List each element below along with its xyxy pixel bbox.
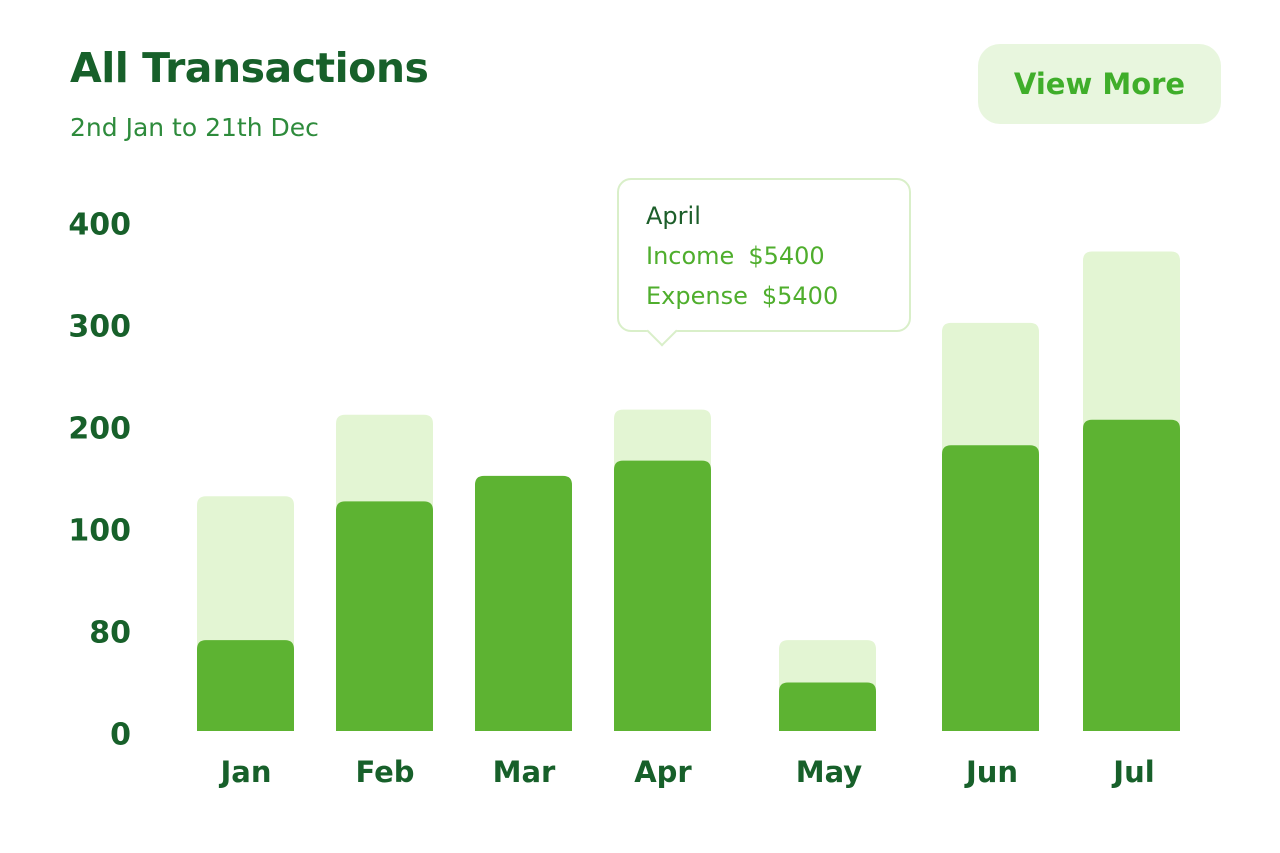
y-tick-label: 200 xyxy=(68,412,131,447)
bar-jun[interactable] xyxy=(942,445,1039,731)
x-tick-label: Mar xyxy=(493,755,556,789)
y-tick-label: 80 xyxy=(89,616,131,651)
x-tick-label: Feb xyxy=(355,755,414,789)
bar-jan[interactable] xyxy=(197,640,294,731)
x-tick-label: Apr xyxy=(634,755,692,789)
bar-jul[interactable] xyxy=(1083,419,1180,731)
bar-apr[interactable] xyxy=(614,460,711,731)
y-tick-label: 100 xyxy=(68,514,131,549)
tooltip-expense-label: Expense xyxy=(646,282,748,310)
bar-may[interactable] xyxy=(779,682,876,732)
x-tick-label: May xyxy=(796,755,863,789)
tooltip-expense-row: Expense $5400 xyxy=(646,282,909,310)
chart-bars xyxy=(197,251,1180,732)
y-tick-label: 0 xyxy=(110,718,131,753)
tooltip-income-value: $5400 xyxy=(748,242,825,270)
tooltip-title: April xyxy=(646,202,701,230)
page-title: All Transactions xyxy=(70,44,429,92)
x-tick-label: Jan xyxy=(218,755,271,789)
x-tick-label: Jul xyxy=(1111,755,1154,789)
tooltip-income-row: Income $5400 xyxy=(646,242,909,270)
y-tick-label: 400 xyxy=(68,208,131,243)
x-axis-ticks: Jan Feb Mar Apr May Jun Jul xyxy=(218,755,1154,789)
y-tick-label: 300 xyxy=(68,310,131,345)
view-more-button[interactable]: View More xyxy=(978,44,1221,124)
x-tick-label: Jun xyxy=(964,755,1018,789)
tooltip-expense-value: $5400 xyxy=(761,282,839,310)
april-tooltip: April Income $5400 Expense $5400 xyxy=(617,178,911,347)
tooltip-income-label: Income xyxy=(646,242,735,270)
bar-feb[interactable] xyxy=(336,501,433,731)
bar-mar[interactable] xyxy=(475,475,572,731)
y-axis-ticks: 0 80 100 200 300 400 xyxy=(68,208,131,753)
date-range-subtitle: 2nd Jan to 21th Dec xyxy=(70,113,319,142)
